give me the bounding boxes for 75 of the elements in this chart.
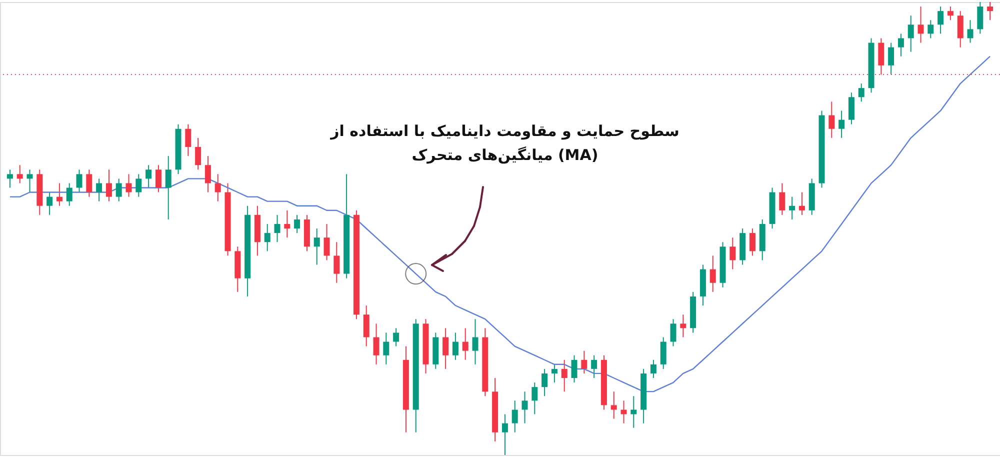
- candlestick: [848, 92, 854, 125]
- candlestick: [314, 228, 320, 266]
- candlestick: [472, 318, 478, 365]
- candlestick: [730, 237, 736, 270]
- candlestick: [204, 156, 211, 193]
- candlestick: [561, 359, 568, 392]
- candlestick: [214, 174, 221, 202]
- candlestick: [591, 354, 598, 378]
- candlestick: [502, 414, 508, 456]
- candlestick: [462, 328, 468, 360]
- candlestick: [888, 42, 894, 75]
- candlestick: [284, 210, 290, 238]
- candlestick: [957, 10, 964, 48]
- candlestick: [86, 169, 92, 198]
- candlestick: [898, 33, 904, 57]
- candlestick: [938, 6, 944, 34]
- candlestick: [165, 156, 172, 220]
- candlestick: [294, 214, 300, 234]
- candlestick: [116, 178, 122, 202]
- candlestick: [660, 336, 666, 370]
- candlestick: [76, 169, 82, 193]
- candlestick: [512, 400, 518, 433]
- candlestick: [26, 169, 33, 193]
- candlestick: [264, 223, 270, 252]
- candlestick: [630, 396, 637, 428]
- candlestick: [789, 196, 796, 220]
- candlestick: [710, 255, 716, 292]
- candlestick: [610, 391, 617, 420]
- candlestick: [363, 305, 370, 347]
- candlestick: [373, 323, 380, 365]
- candlestick: [779, 182, 786, 216]
- candlestick: [146, 164, 152, 188]
- candlestick: [828, 101, 835, 138]
- candlestick: [185, 124, 192, 157]
- candlestick: [749, 228, 756, 256]
- candlestick: [106, 169, 112, 202]
- candlestick: [928, 20, 934, 39]
- candlestick: [620, 400, 627, 424]
- candlestick: [126, 174, 132, 198]
- candlestick: [334, 242, 340, 284]
- candlestick: [532, 382, 538, 415]
- candlestick: [96, 178, 102, 202]
- candlestick: [977, 2, 984, 34]
- candlestick: [967, 20, 974, 44]
- candlestick: [324, 223, 330, 261]
- candlestick: [452, 332, 458, 360]
- candlestick: [383, 332, 390, 365]
- candlestick: [650, 359, 656, 378]
- candlestick: [551, 364, 558, 384]
- candlestick: [542, 368, 548, 397]
- candlestick: [522, 391, 528, 424]
- candlestick: [987, 2, 994, 21]
- candlestick: [908, 15, 914, 52]
- candlestick: [136, 174, 142, 198]
- candlestick: [798, 192, 805, 216]
- candlestick: [858, 83, 864, 102]
- candlestick: [947, 6, 954, 21]
- candlestick: [6, 169, 13, 188]
- candlestick: [393, 328, 400, 347]
- candlestick: [66, 182, 72, 206]
- candlestick: [878, 38, 884, 75]
- candlestick: [274, 214, 280, 243]
- candlestick: [680, 314, 686, 338]
- candlestick: [46, 192, 53, 216]
- candlestick: [56, 182, 62, 206]
- candlestick: [670, 318, 676, 347]
- candlestick: [581, 350, 588, 374]
- candlestick: [442, 328, 449, 370]
- candlestick: [155, 164, 162, 193]
- candlestick: [838, 110, 845, 138]
- candlestick: [918, 6, 924, 44]
- candlestick: [195, 137, 202, 170]
- candlestick: [16, 164, 23, 184]
- annotation: سطوح حمایت و مقاومت داینامیک با استفاده از میانگین‌های متحرک (MA): [330, 122, 680, 164]
- candlestick: [571, 354, 578, 384]
